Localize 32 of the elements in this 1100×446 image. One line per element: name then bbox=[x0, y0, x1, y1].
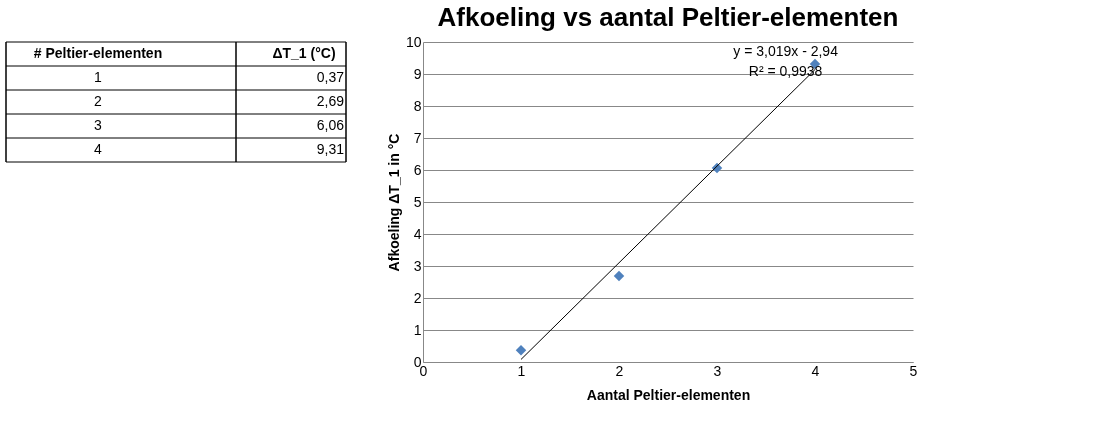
y-tick-label: 7 bbox=[413, 129, 422, 146]
y-tick-label: 3 bbox=[413, 257, 422, 274]
y-tick-label: 10 bbox=[405, 33, 422, 50]
y-tick-label: 5 bbox=[413, 193, 422, 210]
x-axis-title: Aantal Peltier-elementen bbox=[586, 386, 751, 403]
text: 2,69 bbox=[316, 93, 345, 109]
annotation: y = 3,019x - 2,94 bbox=[733, 43, 839, 59]
y-tick-label: 8 bbox=[413, 97, 422, 114]
text: 6,06 bbox=[316, 117, 345, 133]
x-tick-label: 1 bbox=[517, 362, 526, 379]
text: ΔT_1 (°C) bbox=[272, 45, 336, 61]
x-tick-label: 3 bbox=[713, 362, 722, 379]
point bbox=[515, 344, 527, 356]
annotation: R² = 0,9938 bbox=[748, 63, 823, 79]
point bbox=[613, 270, 625, 282]
y-tick-label: 4 bbox=[413, 225, 422, 242]
y-tick-label: 1 bbox=[413, 321, 422, 338]
text: 9,31 bbox=[316, 141, 345, 157]
text: # Peltier-elementen bbox=[33, 45, 163, 61]
x-tick-label: 4 bbox=[811, 362, 820, 379]
text: 3 bbox=[94, 117, 103, 133]
text: 4 bbox=[94, 141, 103, 157]
x-tick-label: 2 bbox=[615, 362, 624, 379]
y-tick-label: 9 bbox=[413, 65, 422, 82]
y-tick-label: 2 bbox=[413, 289, 422, 306]
text: 0,37 bbox=[316, 69, 345, 85]
y-tick-label: 6 bbox=[413, 161, 422, 178]
y-axis-title: Afkoeling ΔT_1 in °C bbox=[385, 133, 402, 272]
chart-title: Afkoeling vs aantal Peltier-elementen bbox=[437, 2, 899, 32]
x-tick-label: 5 bbox=[909, 362, 918, 379]
text: 1 bbox=[94, 69, 103, 85]
text: 2 bbox=[94, 93, 103, 109]
